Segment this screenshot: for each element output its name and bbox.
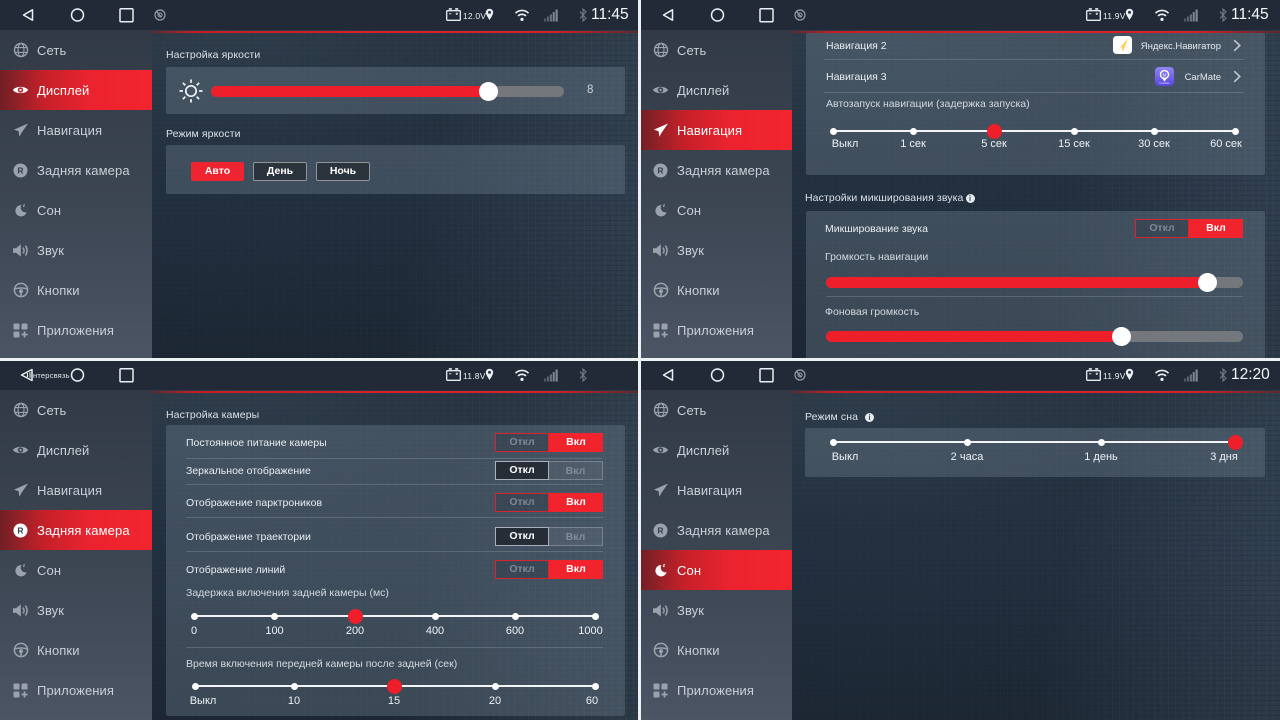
- svg-text:CarMate: CarMate: [1159, 81, 1170, 85]
- svg-text:M: M: [1163, 72, 1167, 77]
- svg-text:z: z: [22, 203, 25, 209]
- svg-text:R: R: [657, 525, 663, 535]
- svg-text:z: z: [22, 563, 25, 569]
- svg-text:R: R: [657, 165, 663, 175]
- svg-text:z: z: [662, 563, 665, 569]
- svg-text:R: R: [17, 165, 23, 175]
- svg-text:R: R: [17, 525, 23, 535]
- svg-text:z: z: [662, 203, 665, 209]
